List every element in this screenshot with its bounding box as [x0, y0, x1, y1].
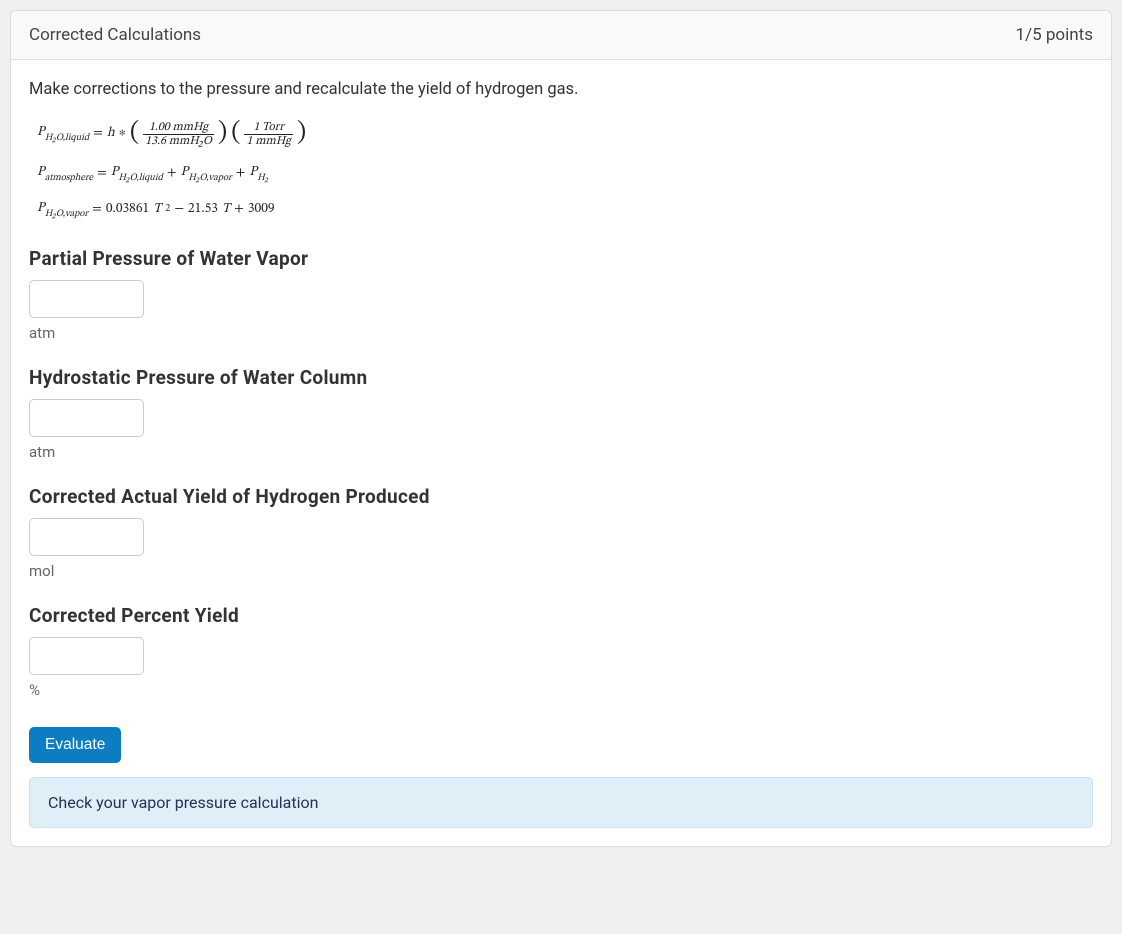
instruction-text: Make corrections to the pressure and rec… [29, 80, 1093, 99]
card-title: Corrected Calculations [29, 25, 201, 45]
field-actual-yield: Corrected Actual Yield of Hydrogen Produ… [29, 485, 1093, 580]
percent-yield-input[interactable] [29, 637, 144, 675]
unit-label: % [29, 681, 1093, 699]
field-hydrostatic-pressure: Hydrostatic Pressure of Water Column atm [29, 366, 1093, 461]
field-label: Hydrostatic Pressure of Water Column [29, 366, 1093, 389]
field-label: Partial Pressure of Water Vapor [29, 247, 1093, 270]
field-label: Corrected Percent Yield [29, 604, 1093, 627]
equation-3: PH₂O,vapor = 0.03861T2 − 21.53T + 3009 [37, 201, 1093, 219]
field-percent-yield: Corrected Percent Yield % [29, 604, 1093, 699]
unit-label: atm [29, 324, 1093, 342]
unit-label: atm [29, 443, 1093, 461]
equation-1: PH₂O,liquid = h ∗ ( 1.00 mmHg 13.6 mmH₂O… [37, 121, 1093, 147]
field-partial-pressure-vapor: Partial Pressure of Water Vapor atm [29, 247, 1093, 342]
card-body: Make corrections to the pressure and rec… [11, 60, 1111, 846]
question-card: Corrected Calculations 1/5 points Make c… [10, 10, 1112, 847]
card-header: Corrected Calculations 1/5 points [11, 11, 1111, 60]
equation-2: Patmosphere = PH₂O,liquid + PH₂O,vapor +… [37, 165, 1093, 183]
field-label: Corrected Actual Yield of Hydrogen Produ… [29, 485, 1093, 508]
evaluate-button[interactable]: Evaluate [29, 727, 121, 763]
unit-label: mol [29, 562, 1093, 580]
feedback-alert: Check your vapor pressure calculation [29, 777, 1093, 828]
actual-yield-input[interactable] [29, 518, 144, 556]
equations-block: PH₂O,liquid = h ∗ ( 1.00 mmHg 13.6 mmH₂O… [37, 121, 1093, 219]
hydrostatic-pressure-input[interactable] [29, 399, 144, 437]
partial-pressure-vapor-input[interactable] [29, 280, 144, 318]
points-label: 1/5 points [1016, 25, 1093, 45]
